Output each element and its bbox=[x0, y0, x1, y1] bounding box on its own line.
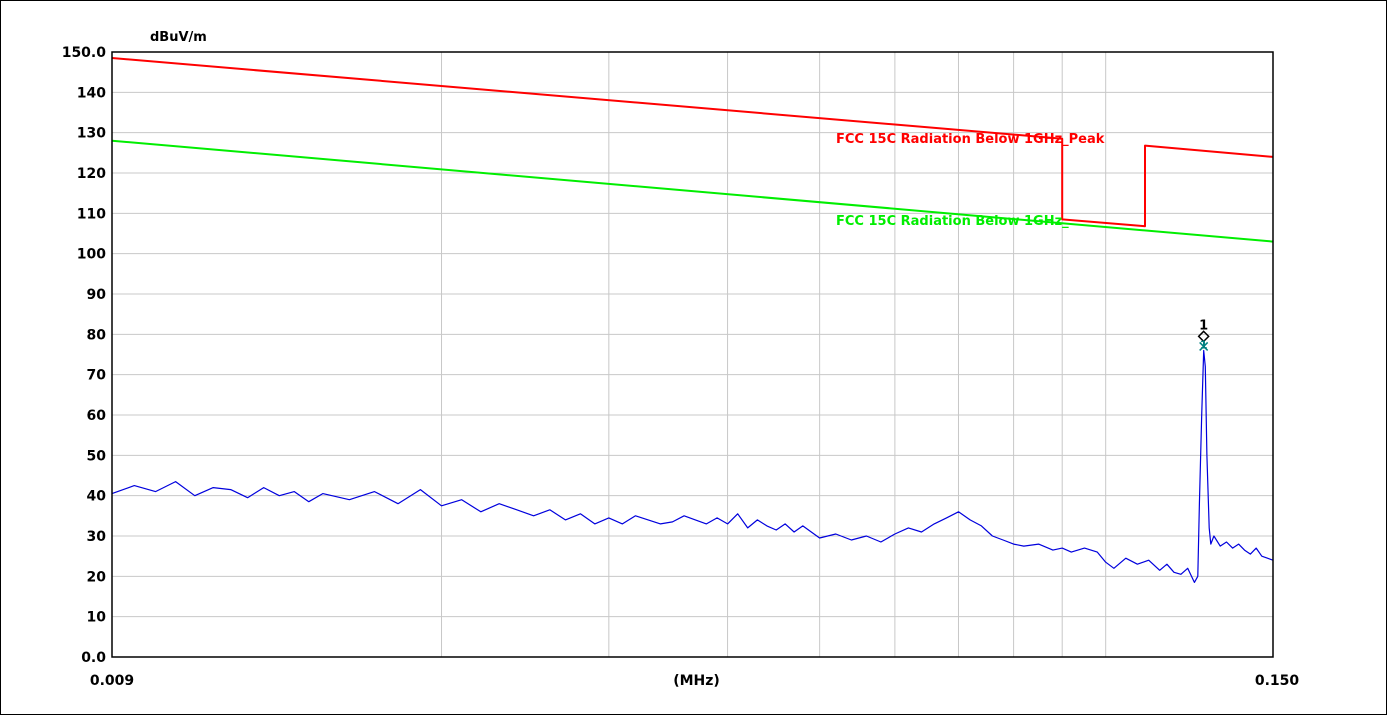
marker-peak-diamond bbox=[1197, 330, 1210, 343]
y-tick-label: 90 bbox=[87, 287, 107, 303]
x-tick-label: 0.150 bbox=[1255, 673, 1300, 689]
y-tick-label: 20 bbox=[87, 569, 107, 585]
y-tick-label: 130 bbox=[77, 126, 106, 142]
y-tick-label: 60 bbox=[87, 408, 107, 424]
limit-labels: FCC 15C Radiation Below 1GHz_Peak FCC 15C… bbox=[836, 132, 1105, 229]
series-line bbox=[111, 139, 1274, 243]
limit-label: FCC 15C Radiation Below 1GHz_Peak bbox=[836, 132, 1105, 147]
grid-lines bbox=[112, 52, 1273, 657]
series-line bbox=[111, 57, 1274, 228]
marker-label: 1 bbox=[1200, 338, 1208, 351]
y-tick-label: 100 bbox=[77, 247, 106, 263]
series-line bbox=[111, 349, 1274, 584]
y-tick-label: 120 bbox=[77, 166, 106, 182]
x-tick-label: 0.009 bbox=[90, 673, 134, 689]
series-group bbox=[111, 57, 1274, 584]
y-tick-label: 50 bbox=[87, 448, 107, 464]
limit-label: FCC 15C Radiation Below 1GHz_ bbox=[836, 214, 1069, 229]
x-tick-labels: 0.009 (MHz) 0.150 bbox=[90, 673, 1300, 689]
y-tick-labels: 150.0 140 130 120 110 100 90 80 70 60 50 40 30 20 10 0.… bbox=[62, 45, 107, 666]
y-tick-label: 80 bbox=[87, 327, 107, 343]
plot-border bbox=[111, 51, 1274, 658]
y-tick-label: 110 bbox=[77, 206, 106, 222]
marker-label: 1 bbox=[1199, 318, 1208, 333]
y-tick-label: 0.0 bbox=[81, 650, 106, 666]
marker-qp-x bbox=[1199, 341, 1209, 351]
y-tick-label: 140 bbox=[77, 85, 106, 101]
y-axis-unit: dBuV/m bbox=[150, 30, 207, 45]
y-tick-label: 30 bbox=[87, 529, 107, 545]
y-tick-label: 150.0 bbox=[62, 45, 107, 61]
y-tick-label: 10 bbox=[87, 610, 107, 626]
x-tick-label: (MHz) bbox=[673, 673, 720, 689]
markers-group: 11 bbox=[1197, 318, 1210, 351]
y-tick-label: 70 bbox=[87, 368, 107, 384]
y-tick-label: 40 bbox=[87, 489, 107, 505]
plot-area bbox=[112, 52, 1273, 657]
